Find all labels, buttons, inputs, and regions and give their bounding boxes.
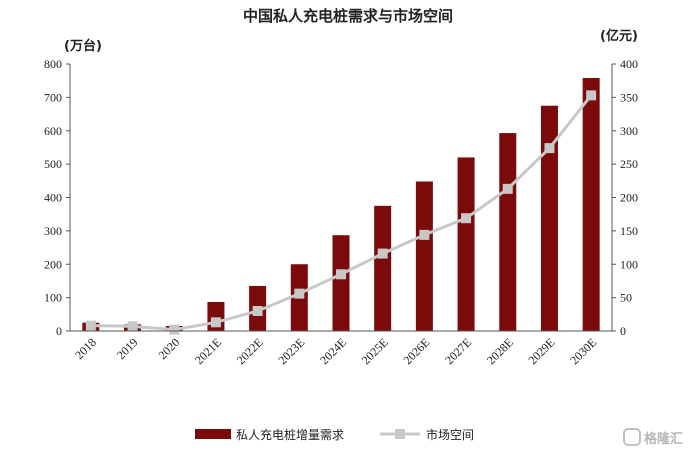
left-tick-label: 100 (44, 291, 62, 305)
line-point-2029E (544, 143, 555, 154)
line-point-2019 (127, 321, 138, 332)
x-tick-label: 2025E (359, 335, 391, 367)
x-tick-label: 2026E (400, 335, 432, 367)
watermark-text: 格隆汇 (644, 431, 683, 447)
line-point-2023E (294, 288, 305, 299)
line-point-2024E (336, 269, 346, 280)
right-axis-ticks: 0 50 100 150 200 250 300 350 400 (612, 57, 638, 338)
bar-2025E (374, 205, 392, 331)
right-tick-label: 200 (620, 191, 638, 205)
x-tick-label: 2023E (275, 335, 307, 367)
right-tick-label: 250 (620, 157, 638, 171)
right-tick-label: 0 (620, 324, 626, 338)
right-tick-label: 300 (620, 124, 638, 138)
legend-bar-label: 私人充电桩增量需求 (236, 427, 344, 442)
legend-line-marker (395, 429, 405, 439)
x-tick-label: 2029E (526, 335, 558, 367)
chart-title: 中国私人充电桩需求与市场空间 (243, 7, 453, 25)
line-point-2026E (419, 229, 430, 240)
right-axis-unit: (亿元) (600, 28, 638, 44)
left-tick-label: 300 (44, 224, 62, 238)
bar-2026E (415, 181, 433, 331)
x-tick-label: 2030E (567, 335, 599, 367)
line-series (85, 90, 597, 335)
axes (69, 64, 613, 332)
right-tick-label: 150 (620, 224, 638, 238)
x-tick-label: 2021E (192, 335, 224, 367)
right-tick-label: 350 (620, 90, 638, 104)
right-tick-label: 100 (620, 257, 638, 271)
line-point-2025E (377, 248, 388, 259)
bar-2030E (582, 78, 600, 331)
legend: 私人充电桩增量需求 市场空间 (195, 427, 474, 442)
bar-2024E (332, 235, 350, 331)
line-point-2027E (461, 213, 472, 224)
line-point-2028E (502, 183, 513, 194)
left-tick-label: 800 (44, 57, 62, 71)
watermark-logo-icon (623, 428, 641, 446)
x-tick-label: 2028E (484, 335, 516, 367)
x-tick-label: 2020 (155, 335, 182, 362)
left-tick-label: 400 (44, 191, 62, 205)
line-point-2018 (85, 320, 96, 331)
left-axis-unit: (万台) (64, 38, 102, 54)
left-axis-ticks: 0 100 200 300 400 500 600 700 800 (44, 57, 70, 338)
x-axis-ticks: 2018 2019 2020 2021E 2022E 2023E 2024E 2025E 202… (72, 335, 599, 367)
bar-2027E (457, 157, 475, 331)
left-tick-label: 200 (44, 257, 62, 271)
legend-bar-swatch (195, 429, 231, 439)
right-tick-label: 400 (620, 57, 638, 71)
line-point-2022E (252, 305, 263, 316)
left-tick-label: 500 (44, 157, 62, 171)
watermark: 格隆汇 (623, 428, 683, 447)
x-tick-label: 2018 (72, 335, 99, 362)
line-point-2030E (586, 90, 597, 101)
x-tick-label: 2019 (114, 335, 141, 362)
bar-series (82, 78, 600, 331)
x-tick-label: 2022E (234, 335, 266, 367)
x-tick-label: 2027E (442, 335, 474, 367)
legend-line-label: 市场空间 (426, 427, 474, 442)
bar-2029E (540, 105, 558, 331)
bar-2028E (499, 133, 517, 331)
line-point-2020 (169, 324, 180, 335)
x-tick-label: 2024E (317, 335, 349, 367)
left-tick-label: 0 (56, 324, 62, 338)
line-point-2021E (210, 317, 221, 328)
right-tick-label: 50 (620, 291, 632, 305)
left-tick-label: 600 (44, 124, 62, 138)
left-tick-label: 700 (44, 90, 62, 104)
